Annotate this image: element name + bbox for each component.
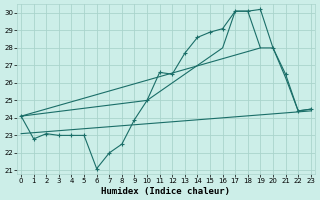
X-axis label: Humidex (Indice chaleur): Humidex (Indice chaleur) [101,187,230,196]
